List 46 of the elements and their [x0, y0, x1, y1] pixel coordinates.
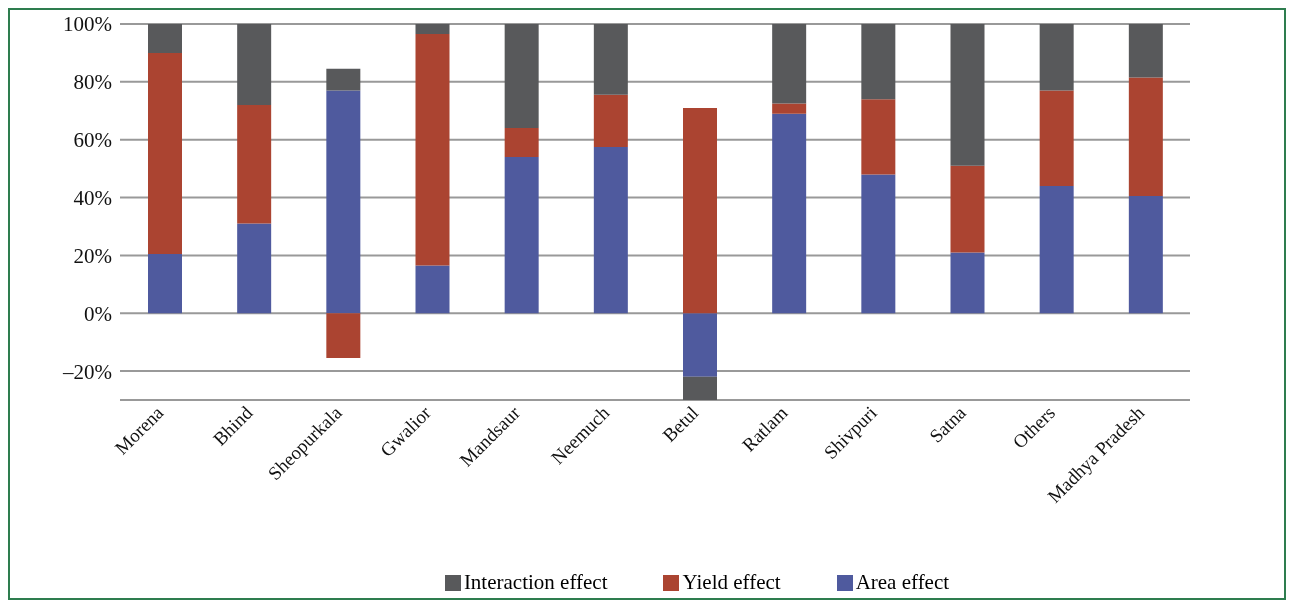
bar — [1039, 24, 1074, 91]
bar — [1128, 196, 1163, 314]
bar — [861, 99, 896, 175]
bar — [683, 376, 717, 400]
bar — [148, 24, 182, 53]
y-tick-label: 40% — [73, 185, 112, 210]
bar — [326, 313, 361, 359]
y-tick-label: 100% — [63, 12, 112, 37]
legend-label: Area effect — [855, 570, 950, 595]
bar — [683, 313, 717, 377]
y-tick-label: –20% — [62, 359, 112, 384]
bar — [415, 265, 450, 314]
bar — [237, 223, 272, 314]
legend-label: Interaction effect — [463, 570, 608, 595]
bar — [950, 252, 985, 314]
bar — [1128, 24, 1163, 78]
bar — [148, 52, 182, 254]
bar — [683, 107, 717, 314]
y-tick-label: 80% — [73, 70, 112, 95]
bar — [950, 165, 985, 253]
bar — [415, 24, 450, 35]
y-tick-label: 20% — [73, 243, 112, 268]
bar — [237, 24, 272, 105]
bar — [593, 24, 628, 95]
bar — [237, 104, 272, 224]
bar — [772, 24, 807, 104]
bar — [772, 103, 807, 114]
bar — [148, 253, 182, 314]
bar — [326, 90, 361, 314]
bar — [504, 128, 539, 158]
bar — [861, 174, 896, 314]
bar — [1039, 90, 1074, 186]
legend-label: Yield effect — [682, 570, 781, 595]
bar — [504, 157, 539, 314]
bar — [1128, 77, 1163, 197]
y-tick-label: 60% — [73, 128, 112, 153]
y-tick-label: 0% — [84, 301, 112, 326]
bar — [950, 24, 985, 166]
bar — [772, 113, 807, 314]
bar — [415, 34, 450, 266]
bar — [326, 68, 361, 91]
bar — [593, 94, 628, 147]
bar — [593, 146, 628, 314]
bar — [861, 24, 896, 100]
bar — [504, 24, 539, 129]
bar — [1039, 185, 1074, 314]
